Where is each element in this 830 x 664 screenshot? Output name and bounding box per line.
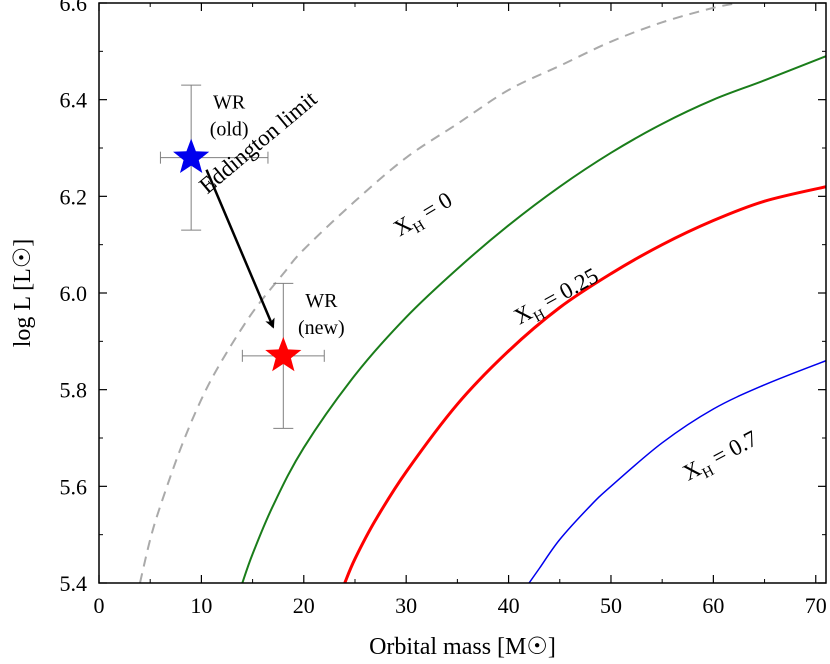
wr-old-label-sub: (old) bbox=[210, 119, 249, 141]
wr-new-star-marker bbox=[265, 336, 302, 372]
xh-0.25-curve bbox=[343, 185, 826, 583]
curves bbox=[138, 3, 826, 583]
xh-0.7-label: XH = 0.7 bbox=[679, 426, 764, 490]
x-tick-label: 70 bbox=[805, 593, 827, 618]
y-tick-label: 6.0 bbox=[60, 281, 88, 306]
wr-new-label-sub: (new) bbox=[298, 317, 345, 339]
y-tick-label: 6.4 bbox=[60, 88, 88, 113]
y-tick-label: 5.4 bbox=[60, 571, 88, 596]
x-tick-label: 20 bbox=[293, 593, 315, 618]
y-tick-label: 6.2 bbox=[60, 184, 88, 209]
xh-0.25-label: XH = 0.25 bbox=[510, 263, 605, 334]
x-tick-label: 40 bbox=[498, 593, 520, 618]
x-axis-title: Orbital mass [M☉] bbox=[369, 634, 556, 660]
x-tick-label: 50 bbox=[600, 593, 622, 618]
y-tick-label: 5.6 bbox=[60, 474, 88, 499]
ticks: 0 10 20 30 40 50 60 70 5.4 5.6 5.8 6.0 6.2 6.4 6.6 bbox=[60, 0, 827, 618]
y-axis-title: log L [L☉] bbox=[10, 239, 36, 348]
xh-0.7-curve bbox=[528, 359, 826, 583]
x-tick-label: 0 bbox=[94, 593, 105, 618]
y-tick-label: 5.8 bbox=[60, 378, 88, 403]
x-tick-label: 60 bbox=[702, 593, 724, 618]
y-tick-label: 6.6 bbox=[60, 0, 88, 16]
wr-old-label: WR bbox=[213, 92, 246, 114]
shift-arrow bbox=[205, 169, 275, 329]
wr-new-label: WR bbox=[305, 290, 338, 312]
plot-frame bbox=[98, 2, 827, 584]
x-tick-label: 10 bbox=[190, 593, 212, 618]
x-tick-label: 30 bbox=[395, 593, 417, 618]
wr-old-star-marker bbox=[173, 138, 210, 174]
eddington-limit-curve bbox=[138, 3, 740, 583]
data-points: WR (old) WR (new) bbox=[159, 84, 345, 429]
xh-0-label: XH = 0 bbox=[389, 187, 459, 245]
xh-0-curve bbox=[241, 55, 826, 583]
